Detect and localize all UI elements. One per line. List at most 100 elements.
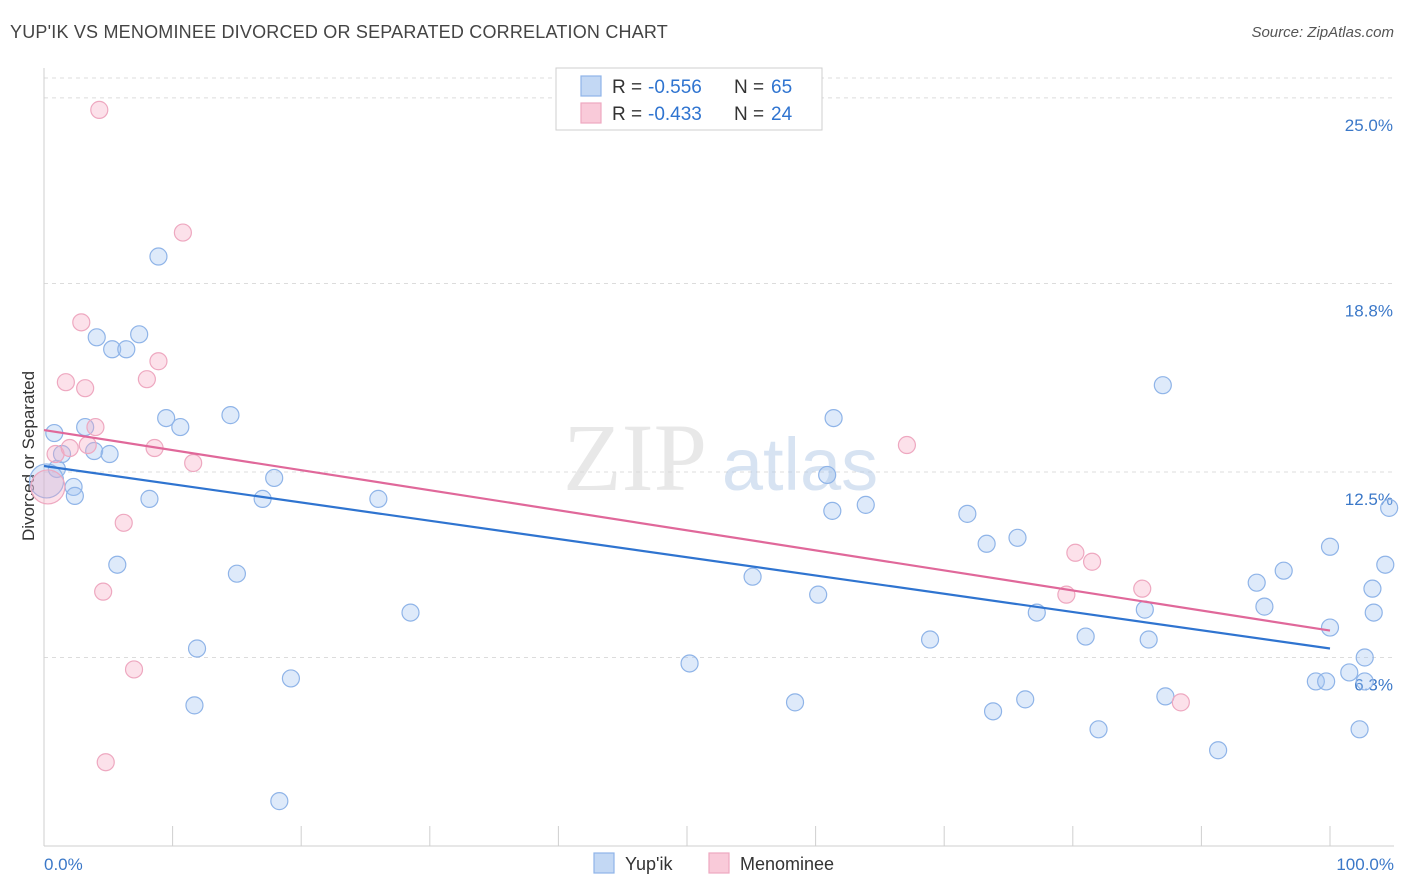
point-menominee-2 <box>56 373 75 392</box>
point-yupik-39 <box>1008 528 1027 547</box>
point-yupik-49 <box>1247 573 1266 592</box>
point-yupik-20 <box>227 564 246 583</box>
point-menominee-13 <box>137 370 156 389</box>
bottom-legend-label-menominee: Menominee <box>740 854 834 874</box>
point-menominee-8 <box>90 100 109 119</box>
point-yupik-56 <box>1340 663 1359 682</box>
point-yupik-47 <box>1156 687 1175 706</box>
point-menominee-20 <box>1066 543 1085 562</box>
point-yupik-63 <box>1380 498 1399 517</box>
point-menominee-17 <box>184 453 203 473</box>
point-yupik-53 <box>1317 672 1336 691</box>
point-menominee-0 <box>30 469 66 505</box>
point-yupik-15 <box>157 409 176 428</box>
point-yupik-29 <box>785 693 805 712</box>
point-yupik-18 <box>187 639 207 658</box>
legend-n-label-yupik: N = <box>734 77 764 98</box>
point-menominee-18 <box>897 435 917 455</box>
legend-n-value-yupik: 65 <box>771 77 792 98</box>
legend-swatch-yupik <box>580 75 602 97</box>
legend-r-label-yupik: R = <box>612 77 642 98</box>
watermark: ZIP atlas <box>563 404 878 511</box>
point-yupik-23 <box>270 792 289 811</box>
point-yupik-45 <box>1139 630 1158 649</box>
chart-source: Source: ZipAtlas.com <box>1251 24 1394 41</box>
trend-line-menominee <box>43 428 1331 632</box>
point-yupik-10 <box>108 555 127 574</box>
gridlines <box>44 77 1394 658</box>
bottom-legend-swatch-menominee <box>708 852 730 874</box>
point-yupik-54 <box>1320 618 1340 637</box>
legend-n-value-menominee: 24 <box>771 104 793 125</box>
watermark-atlas: atlas <box>722 423 878 506</box>
point-yupik-42 <box>1076 627 1095 646</box>
point-menominee-15 <box>149 352 168 371</box>
point-yupik-36 <box>958 504 977 523</box>
y-axis-label: Divorced or Separated <box>19 371 38 541</box>
watermark-zip: ZIP <box>563 404 707 511</box>
point-yupik-62 <box>1376 555 1395 574</box>
point-yupik-59 <box>1355 648 1374 667</box>
point-yupik-11 <box>117 340 136 359</box>
trend-line-yupik <box>43 464 1331 650</box>
point-yupik-26 <box>401 603 420 622</box>
point-yupik-14 <box>149 247 168 266</box>
point-menominee-23 <box>1171 693 1190 712</box>
point-menominee-12 <box>124 660 144 679</box>
point-yupik-31 <box>818 465 837 485</box>
legend-r-value-yupik: -0.556 <box>648 77 702 98</box>
point-menominee-7 <box>86 417 105 437</box>
point-yupik-52 <box>1306 672 1325 691</box>
point-yupik-7 <box>87 328 106 347</box>
point-yupik-13 <box>140 489 159 508</box>
trend-lines <box>43 428 1331 650</box>
legend-swatch-menominee <box>580 102 602 124</box>
point-menominee-16 <box>173 223 192 242</box>
point-yupik-34 <box>856 495 875 514</box>
point-menominee-10 <box>96 753 115 772</box>
point-yupik-28 <box>743 567 762 586</box>
point-yupik-43 <box>1089 720 1108 739</box>
point-menominee-11 <box>114 513 133 532</box>
point-yupik-24 <box>281 669 301 688</box>
point-menominee-3 <box>60 438 79 458</box>
x-tick-marks <box>43 826 1331 846</box>
point-yupik-40 <box>1016 690 1035 709</box>
point-yupik-38 <box>983 702 1003 721</box>
point-yupik-4 <box>65 486 84 505</box>
point-yupik-17 <box>185 696 204 715</box>
point-yupik-22 <box>265 468 284 488</box>
x-tick-label-min: 0.0% <box>44 855 83 874</box>
bottom-legend: Yup'ik Menominee <box>593 852 834 874</box>
point-yupik-12 <box>130 325 149 344</box>
point-yupik-46 <box>1153 376 1172 395</box>
point-yupik-60 <box>1363 579 1382 598</box>
point-menominee-6 <box>78 435 97 455</box>
point-yupik-51 <box>1274 561 1293 580</box>
point-yupik-35 <box>920 630 940 649</box>
point-yupik-48 <box>1209 741 1228 760</box>
point-yupik-25 <box>369 489 388 508</box>
bottom-legend-swatch-yupik <box>593 852 615 874</box>
y-tick-label-2: 18.8% <box>1345 301 1393 320</box>
point-menominee-4 <box>72 313 91 332</box>
x-tick-label-max: 100.0% <box>1336 855 1394 874</box>
point-yupik-55 <box>1320 537 1340 556</box>
point-menominee-9 <box>94 582 113 601</box>
point-yupik-58 <box>1355 672 1374 691</box>
legend-r-label-menominee: R = <box>612 104 642 125</box>
point-yupik-30 <box>809 585 828 604</box>
point-yupik-33 <box>824 409 843 428</box>
point-yupik-19 <box>221 406 240 425</box>
bottom-legend-label-yupik: Yup'ik <box>625 854 673 874</box>
point-yupik-61 <box>1364 603 1383 622</box>
point-yupik-50 <box>1255 597 1274 616</box>
point-yupik-9 <box>103 340 122 359</box>
legend-r-value-menominee: -0.433 <box>648 104 702 125</box>
point-yupik-16 <box>171 417 190 437</box>
point-yupik-57 <box>1350 720 1369 739</box>
point-yupik-37 <box>977 534 996 553</box>
point-yupik-8 <box>100 444 119 464</box>
legend-n-label-menominee: N = <box>734 104 764 125</box>
